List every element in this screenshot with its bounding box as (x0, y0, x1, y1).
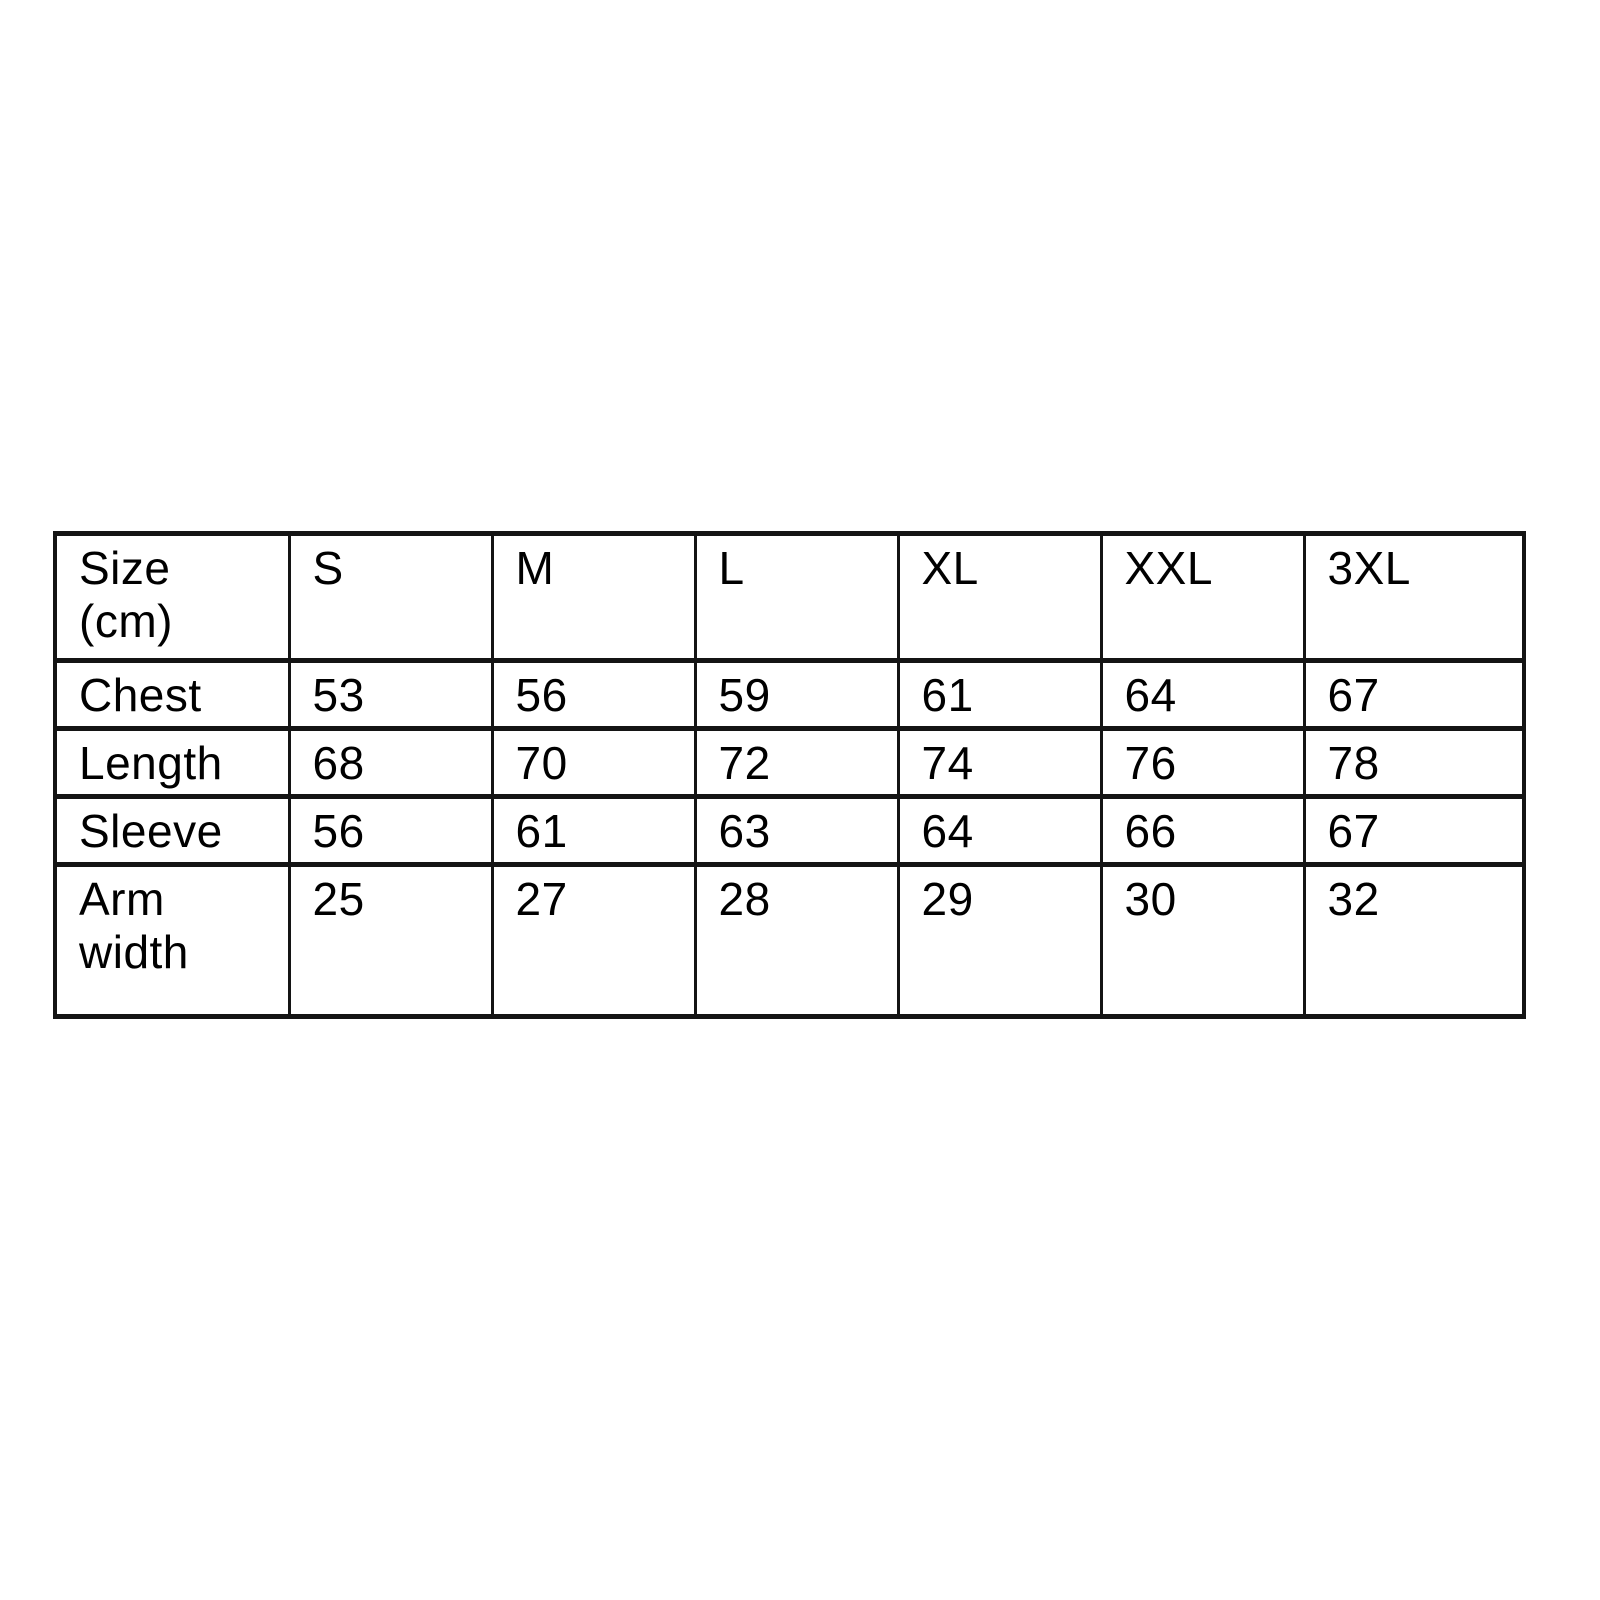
chest-value-xl: 61 (896, 658, 1103, 731)
arm-width-value-l: 28 (693, 862, 900, 1019)
column-header-size-cm: Size (cm) (53, 531, 291, 663)
sleeve-value-3xl: 67 (1302, 794, 1526, 867)
arm-width-value-m: 27 (490, 862, 697, 1019)
row-label-length: Length (53, 726, 291, 799)
arm-width-value-xl: 29 (896, 862, 1103, 1019)
length-value-xl: 74 (896, 726, 1103, 799)
column-header-xxl: XXL (1099, 531, 1306, 663)
chest-value-l: 59 (693, 658, 900, 731)
sleeve-value-xl: 64 (896, 794, 1103, 867)
sleeve-value-xxl: 66 (1099, 794, 1306, 867)
row-label-arm-width: Arm width (53, 862, 291, 1019)
chest-value-xxl: 64 (1099, 658, 1306, 731)
chest-value-m: 56 (490, 658, 697, 731)
sleeve-value-m: 61 (490, 794, 697, 867)
table-row-chest: Chest 53 56 59 61 64 67 (53, 658, 1526, 731)
column-header-s: S (287, 531, 494, 663)
chest-value-3xl: 67 (1302, 658, 1526, 731)
chest-value-s: 53 (287, 658, 494, 731)
row-label-sleeve: Sleeve (53, 794, 291, 867)
header-row: Size (cm) S M L XL XXL 3XL (53, 531, 1526, 663)
table-row-sleeve: Sleeve 56 61 63 64 66 67 (53, 794, 1526, 867)
table-row-arm-width: Arm width 25 27 28 29 30 32 (53, 862, 1526, 1019)
size-chart-table: Size (cm) S M L XL XXL 3XL Chest 53 56 5… (53, 531, 1526, 1019)
row-label-chest: Chest (53, 658, 291, 731)
arm-width-value-3xl: 32 (1302, 862, 1526, 1019)
length-value-s: 68 (287, 726, 494, 799)
size-chart-container: Size (cm) S M L XL XXL 3XL Chest 53 56 5… (53, 531, 1526, 1019)
column-header-3xl: 3XL (1302, 531, 1526, 663)
sleeve-value-s: 56 (287, 794, 494, 867)
length-value-l: 72 (693, 726, 900, 799)
length-value-m: 70 (490, 726, 697, 799)
column-header-l: L (693, 531, 900, 663)
table-row-length: Length 68 70 72 74 76 78 (53, 726, 1526, 799)
length-value-xxl: 76 (1099, 726, 1306, 799)
column-header-m: M (490, 531, 697, 663)
arm-width-value-xxl: 30 (1099, 862, 1306, 1019)
length-value-3xl: 78 (1302, 726, 1526, 799)
arm-width-value-s: 25 (287, 862, 494, 1019)
column-header-xl: XL (896, 531, 1103, 663)
sleeve-value-l: 63 (693, 794, 900, 867)
